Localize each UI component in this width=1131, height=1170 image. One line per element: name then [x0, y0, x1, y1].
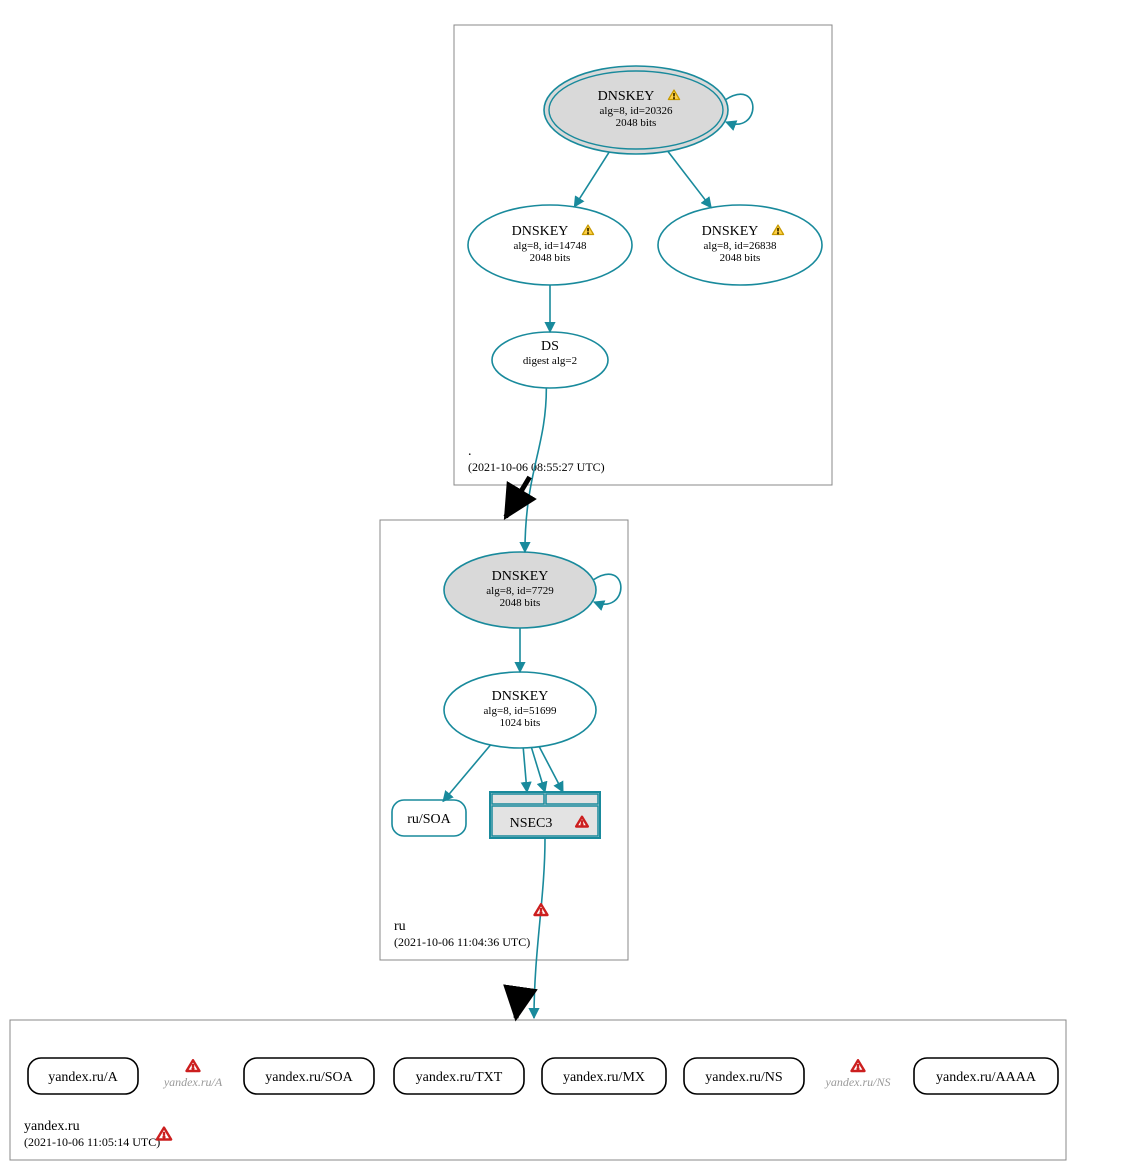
yandex-rr-5-label: yandex.ru/NS	[705, 1070, 782, 1085]
node-ru_ksk-title: DNSKEY	[492, 569, 549, 584]
yandex-rr-7: yandex.ru/AAAA	[914, 1058, 1058, 1094]
node-ru_ksk-line-1: 2048 bits	[500, 597, 541, 609]
node-ru_zsk: DNSKEYalg=8, id=516991024 bits	[444, 672, 596, 748]
yandex-rr-2: yandex.ru/SOA	[244, 1058, 374, 1094]
edge-7	[534, 838, 545, 1018]
yandex-rr-0: yandex.ru/A	[28, 1058, 138, 1094]
node-root_ds-title: DS	[541, 339, 559, 354]
error-icon	[187, 1060, 200, 1071]
error-icon	[157, 1128, 171, 1140]
yandex-rr-4-label: yandex.ru/MX	[563, 1070, 645, 1085]
yandex-err-6-label: yandex.ru/NS	[825, 1075, 891, 1089]
edge-3-delegation	[506, 477, 530, 517]
yandex-rr-2-label: yandex.ru/SOA	[265, 1070, 353, 1085]
node-root_zsk1-title: DNSKEY	[512, 224, 569, 239]
zone-yandex-timestamp: (2021-10-06 11:05:14 UTC)	[24, 1135, 160, 1149]
edge-0	[574, 152, 609, 207]
node-ru_nsec3: NSEC3	[490, 792, 600, 838]
zone-ru-label: ru	[394, 919, 406, 934]
yandex-err-6: yandex.ru/NS	[825, 1060, 891, 1089]
node-ru_zsk-line-1: 1024 bits	[500, 717, 541, 729]
edge-1	[668, 151, 711, 207]
node-root_zsk1-line-1: 2048 bits	[530, 252, 571, 264]
edge-5	[443, 745, 490, 801]
node-ru_soa-title: ru/SOA	[407, 812, 451, 827]
edge-6-0	[523, 748, 527, 792]
node-root_zsk2-line-0: alg=8, id=26838	[704, 240, 777, 252]
zone-ru-timestamp: (2021-10-06 11:04:36 UTC)	[394, 935, 530, 949]
node-root_ksk: DNSKEYalg=8, id=203262048 bits	[544, 66, 753, 154]
node-root_zsk2: DNSKEYalg=8, id=268382048 bits	[658, 205, 822, 285]
node-root_zsk2-line-1: 2048 bits	[720, 252, 761, 264]
node-root_zsk2-title: DNSKEY	[702, 224, 759, 239]
yandex-rr-0-label: yandex.ru/A	[48, 1070, 118, 1085]
node-ru_zsk-line-0: alg=8, id=51699	[484, 705, 557, 717]
node-ru_soa: ru/SOA	[392, 800, 466, 836]
yandex-err-1: yandex.ru/A	[163, 1060, 223, 1089]
yandex-rr-3: yandex.ru/TXT	[394, 1058, 524, 1094]
edge-7-delegation	[516, 990, 520, 1018]
node-root_zsk1: DNSKEYalg=8, id=147482048 bits	[468, 205, 632, 285]
node-root_ksk-line-1: 2048 bits	[616, 117, 657, 129]
yandex-rr-7-label: yandex.ru/AAAA	[936, 1070, 1037, 1085]
yandex-err-1-label: yandex.ru/A	[163, 1075, 223, 1089]
yandex-rr-3-label: yandex.ru/TXT	[416, 1070, 503, 1085]
yandex-rr-5: yandex.ru/NS	[684, 1058, 804, 1094]
error-icon	[535, 904, 548, 915]
error-icon	[852, 1060, 865, 1071]
node-ru_nsec3-title: NSEC3	[510, 816, 553, 831]
node-ru_ksk: DNSKEYalg=8, id=77292048 bits	[444, 552, 621, 628]
zone-root-label: .	[468, 444, 472, 459]
yandex-rr-4: yandex.ru/MX	[542, 1058, 666, 1094]
node-root_ds: DSdigest alg=2	[492, 332, 608, 388]
node-root_ds-line-0: digest alg=2	[523, 355, 577, 367]
node-root_ksk-line-0: alg=8, id=20326	[600, 105, 673, 117]
node-root_zsk1-line-0: alg=8, id=14748	[514, 240, 587, 252]
node-root_ksk-title: DNSKEY	[598, 89, 655, 104]
node-ru_zsk-title: DNSKEY	[492, 689, 549, 704]
zone-yandex-label: yandex.ru	[24, 1119, 80, 1134]
node-ru_ksk-line-0: alg=8, id=7729	[486, 585, 554, 597]
